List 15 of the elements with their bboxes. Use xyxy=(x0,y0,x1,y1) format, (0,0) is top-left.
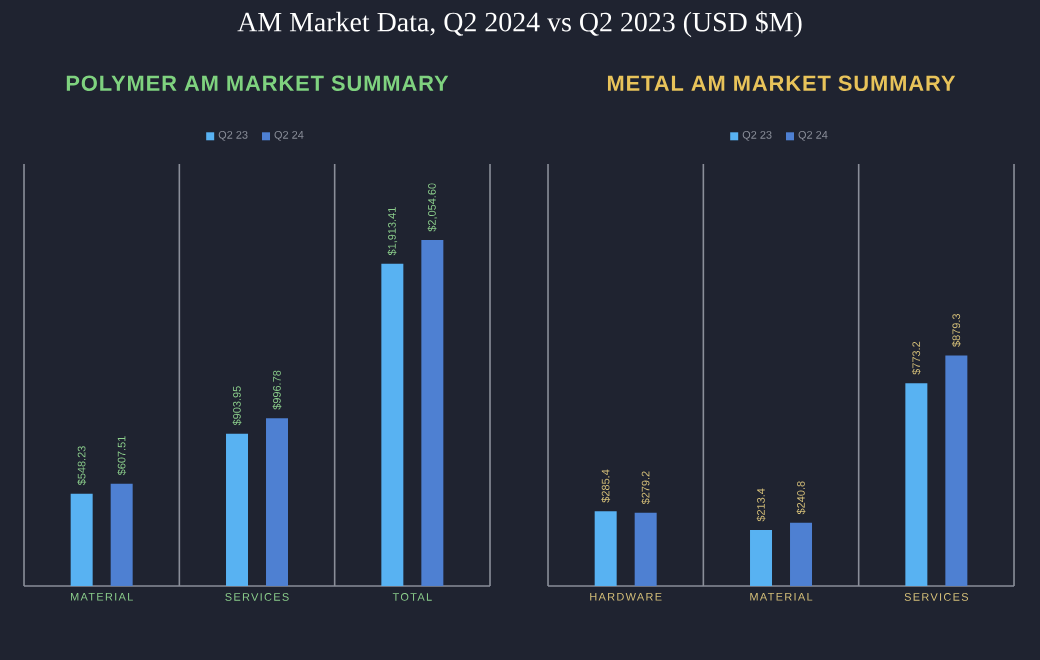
bar xyxy=(421,240,444,586)
bar xyxy=(266,418,289,586)
bar xyxy=(750,530,773,586)
chart-title: METAL AM MARKET SUMMARY xyxy=(607,75,956,92)
bar xyxy=(110,483,133,586)
bar xyxy=(70,493,93,586)
bar xyxy=(790,522,813,586)
bar xyxy=(634,512,657,586)
text: AM Market Data, Q2 2024 vs Q2 2023 (USD $M) xyxy=(237,11,802,38)
bar xyxy=(381,263,404,586)
bar xyxy=(226,433,249,586)
bar xyxy=(945,355,968,586)
bar xyxy=(594,511,617,586)
chart-title: POLYMER AM MARKET SUMMARY xyxy=(66,75,449,91)
bar xyxy=(905,383,928,586)
